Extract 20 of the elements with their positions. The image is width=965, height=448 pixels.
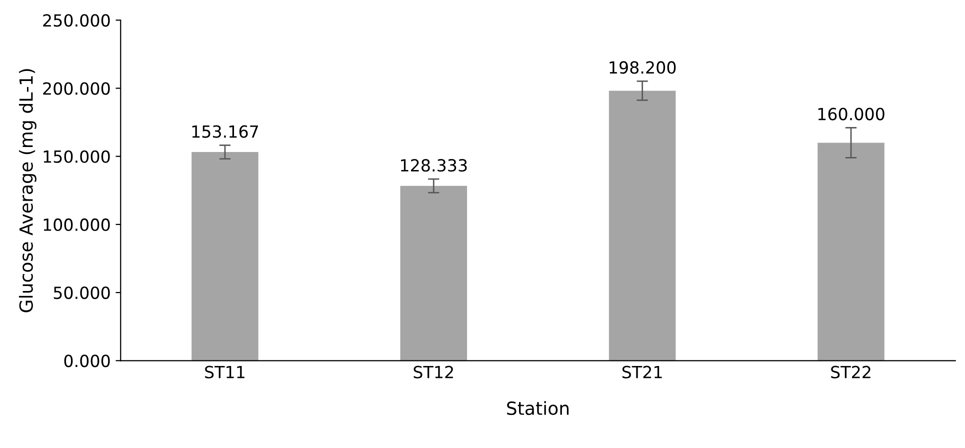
x-tick-label: ST22 — [831, 366, 870, 378]
y-tick-label: 150.000 — [44, 150, 110, 163]
data-label: 128.333 — [401, 159, 467, 172]
data-label: 153.167 — [192, 125, 258, 138]
data-label: 160.000 — [818, 108, 884, 120]
x-axis-title: Station — [507, 401, 569, 416]
x-tick-label: ST11 — [205, 366, 244, 378]
bar — [400, 186, 468, 361]
y-tick-label: 0.000 — [64, 354, 110, 368]
y-tick-label: 200.000 — [43, 82, 110, 95]
y-tick-label: 250.000 — [43, 14, 110, 27]
x-tick-label: ST21 — [622, 366, 662, 378]
x-tick-label: ST12 — [414, 366, 453, 378]
data-label: 198.200 — [610, 61, 676, 74]
bar — [192, 152, 258, 361]
y-axis-title: Glucose Average (mg dL-1) — [18, 69, 36, 312]
bar — [608, 90, 676, 361]
y-tick-label: 100.000 — [44, 218, 110, 232]
y-tick-label: 50.000 — [54, 286, 110, 300]
bar — [818, 142, 884, 361]
